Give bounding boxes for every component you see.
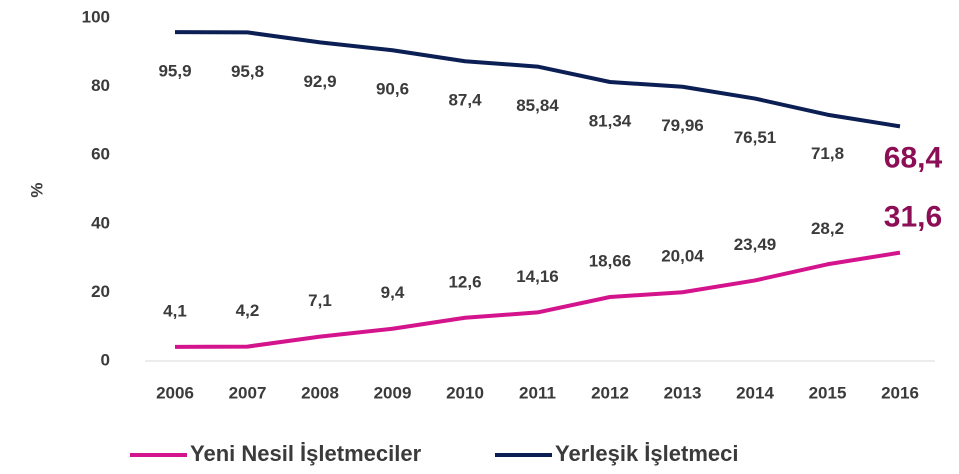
data-label: 31,6: [884, 201, 942, 234]
y-tick-label: 80: [91, 76, 110, 95]
legend-label: Yeni Nesil İşletmeciler: [190, 441, 422, 466]
y-tick-label: 0: [101, 350, 110, 369]
data-label: 79,96: [661, 116, 704, 135]
data-label: 20,04: [661, 247, 704, 266]
data-label: 9,4: [381, 283, 405, 302]
data-label: 7,1: [308, 291, 332, 310]
x-tick-label: 2010: [446, 383, 484, 402]
data-label: 92,9: [303, 72, 336, 91]
y-tick-label: 20: [91, 282, 110, 301]
data-label: 71,8: [811, 144, 844, 163]
data-label: 18,66: [589, 251, 632, 270]
data-label: 28,2: [811, 219, 844, 238]
legend-label: Yerleşik İşletmeci: [555, 441, 738, 466]
data-label: 14,16: [516, 267, 559, 286]
x-tick-label: 2015: [809, 383, 847, 402]
x-tick-label: 2009: [374, 383, 412, 402]
x-tick-label: 2006: [156, 383, 194, 402]
x-tick-label: 2011: [519, 383, 556, 402]
y-axis-label: %: [27, 182, 46, 197]
x-tick-label: 2012: [591, 383, 629, 402]
data-label: 95,8: [231, 62, 264, 81]
data-label: 4,2: [236, 301, 260, 320]
data-label: 23,49: [734, 235, 777, 254]
data-label: 4,1: [163, 301, 187, 320]
series-line: [174, 250, 901, 349]
data-label: 76,51: [734, 128, 777, 147]
data-label: 12,6: [448, 272, 481, 291]
data-label: 81,34: [589, 111, 632, 130]
series-line: [174, 30, 901, 129]
x-tick-label: 2014: [736, 383, 774, 402]
x-tick-label: 2016: [881, 383, 919, 402]
y-tick-label: 100: [82, 7, 110, 26]
x-tick-label: 2007: [229, 383, 267, 402]
x-tick-label: 2008: [301, 383, 339, 402]
y-tick-label: 40: [91, 213, 110, 232]
data-label: 90,6: [376, 80, 409, 99]
x-tick-label: 2013: [664, 383, 702, 402]
data-label: 95,9: [158, 62, 191, 81]
data-label: 85,84: [516, 96, 559, 115]
data-label: 87,4: [448, 91, 482, 110]
data-label: 68,4: [884, 141, 943, 174]
y-tick-label: 60: [91, 145, 110, 164]
